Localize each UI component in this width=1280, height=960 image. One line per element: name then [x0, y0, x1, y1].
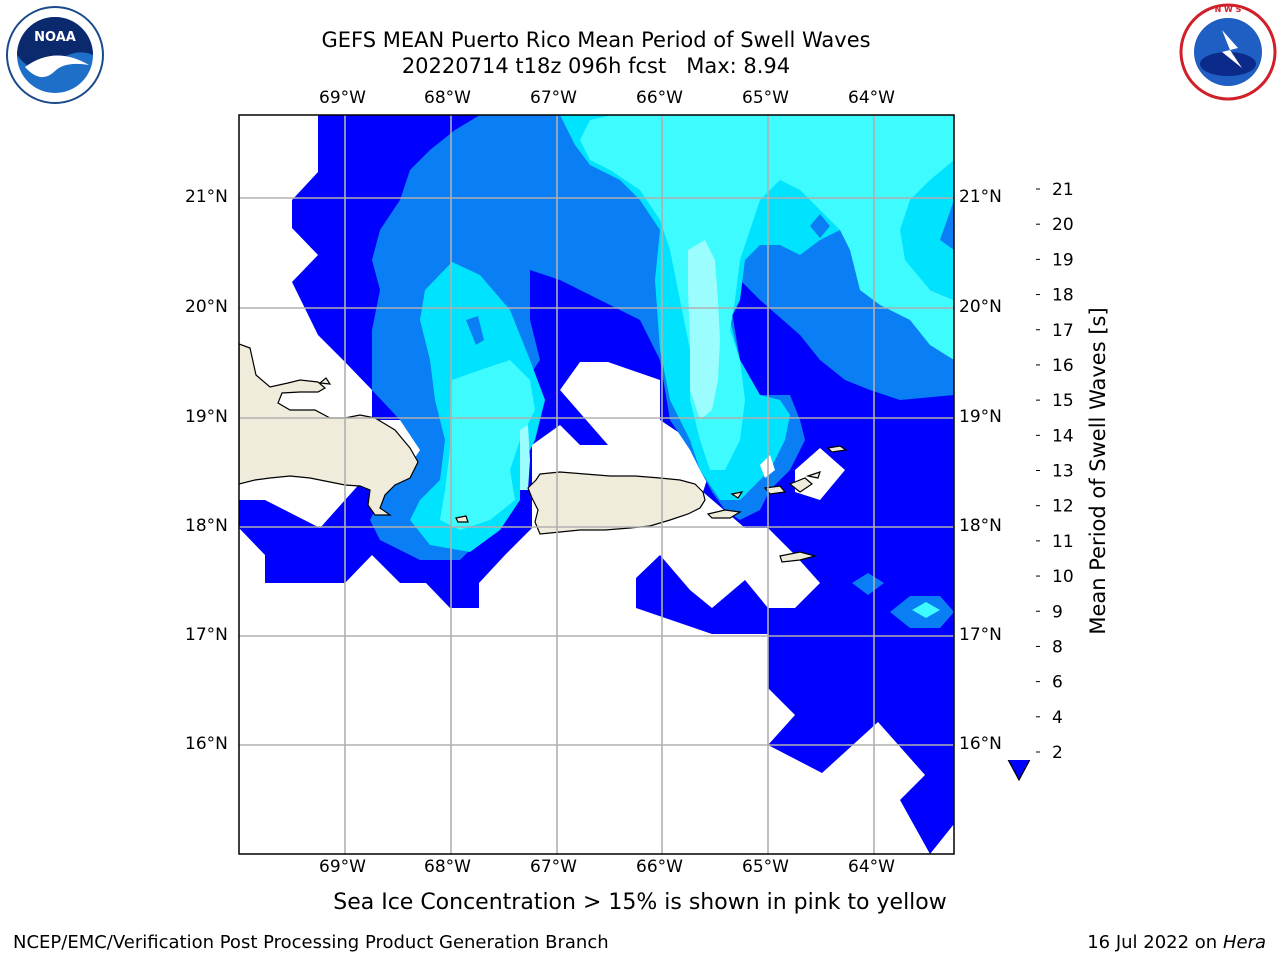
- lon-label-top-69w: 69°W: [319, 88, 366, 108]
- lat-label-left-19n: 19°N: [185, 407, 228, 427]
- colorbar-tick-label: 9: [1052, 602, 1063, 622]
- lon-label-bottom-66w: 66°W: [636, 857, 683, 877]
- lat-label-right-18n: 18°N: [959, 516, 1002, 536]
- lon-label-bottom-67w: 67°W: [530, 857, 577, 877]
- lat-label-right-17n: 17°N: [959, 625, 1002, 645]
- colorbar-tick-label: 19: [1052, 250, 1074, 270]
- colorbar-tick-label: 21: [1052, 180, 1074, 200]
- lat-label-left-20n: 20°N: [185, 297, 228, 317]
- lat-label-left-16n: 16°N: [185, 734, 228, 754]
- nws-logo: N W S: [1179, 3, 1277, 101]
- lon-label-top-65w: 65°W: [742, 88, 789, 108]
- colorbar-tick-label: 10: [1052, 567, 1074, 587]
- colorbar-tick-label: 13: [1052, 462, 1074, 482]
- lon-label-bottom-69w: 69°W: [319, 857, 366, 877]
- colorbar-tick-label: 17: [1052, 321, 1074, 341]
- lon-label-top-64w: 64°W: [848, 88, 895, 108]
- map-subtitle: 20220714 t18z 096h fcst Max: 8.94: [401, 54, 791, 78]
- lat-label-right-16n: 16°N: [959, 734, 1002, 754]
- lon-label-top-68w: 68°W: [424, 88, 471, 108]
- lat-label-left-21n: 21°N: [185, 187, 228, 207]
- credit-text: NCEP/EMC/Verification Post Processing Pr…: [13, 932, 609, 953]
- host-name: Hera: [1222, 932, 1266, 953]
- colorbar-tick-label: 11: [1052, 532, 1074, 552]
- map-frame: [238, 114, 955, 855]
- colorbar-tick-label: 15: [1052, 391, 1074, 411]
- swell-region-8-9: [520, 240, 720, 490]
- lat-label-right-19n: 19°N: [959, 407, 1002, 427]
- lon-label-bottom-64w: 64°W: [848, 857, 895, 877]
- lat-label-left-18n: 18°N: [185, 516, 228, 536]
- lat-label-left-17n: 17°N: [185, 625, 228, 645]
- lon-label-bottom-65w: 65°W: [742, 857, 789, 877]
- colorbar-tick-label: 4: [1052, 708, 1063, 728]
- colorbar-tick-label: 18: [1052, 286, 1074, 306]
- land-puerto-rico: [527, 471, 706, 535]
- colorbar-label: Mean Period of Swell Waves [s]: [1086, 307, 1110, 635]
- colorbar-tick-label: 16: [1052, 356, 1074, 376]
- map-title: GEFS MEAN Puerto Rico Mean Period of Swe…: [321, 28, 871, 52]
- lat-label-right-20n: 20°N: [959, 297, 1002, 317]
- colorbar-tick-label: 2: [1052, 743, 1063, 763]
- colorbar-tick-label: 20: [1052, 215, 1074, 235]
- colorbar-tick-label: 6: [1052, 673, 1063, 693]
- map-gridlines: [239, 115, 954, 854]
- lon-label-bottom-68w: 68°W: [424, 857, 471, 877]
- map-plot-area: [239, 115, 954, 854]
- colorbar-tick-label: 14: [1052, 426, 1074, 446]
- noaa-logo-text: NOAA: [34, 30, 76, 45]
- colorbar-tick-label: 12: [1052, 497, 1074, 517]
- lat-label-right-21n: 21°N: [959, 187, 1002, 207]
- colorbar-tick-label: 8: [1052, 637, 1063, 657]
- lon-label-top-66w: 66°W: [636, 88, 683, 108]
- noaa-logo: NOAA: [6, 6, 104, 104]
- sea-ice-note: Sea Ice Concentration > 15% is shown in …: [333, 890, 947, 915]
- lon-label-top-67w: 67°W: [530, 88, 577, 108]
- svg-text:N W S: N W S: [1215, 5, 1242, 14]
- date-stamp: 16 Jul 2022 on Hera: [1087, 932, 1266, 953]
